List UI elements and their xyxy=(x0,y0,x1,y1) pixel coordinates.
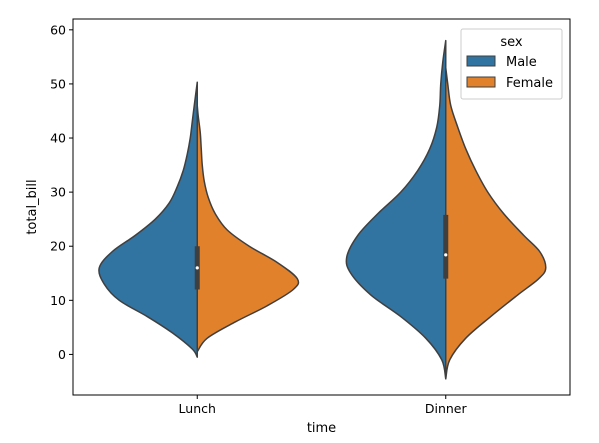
y-tick-label: 10 xyxy=(50,293,66,308)
violins-layer xyxy=(98,39,547,380)
legend: sex Male Female xyxy=(460,28,563,100)
y-tick-label: 40 xyxy=(50,131,66,146)
legend-title: sex xyxy=(500,35,523,50)
y-tick-label: 0 xyxy=(58,347,66,362)
violin-female-dinner xyxy=(445,66,547,380)
legend-swatch-female xyxy=(466,76,496,88)
y-tick-label: 30 xyxy=(50,185,66,200)
y-tick-label: 60 xyxy=(50,22,66,37)
violin-male-lunch xyxy=(98,81,198,358)
legend-swatch-male xyxy=(466,55,496,67)
y-tick-label: 20 xyxy=(50,239,66,254)
violin-male-dinner xyxy=(345,39,447,380)
legend-label-female: Female xyxy=(506,76,553,91)
violin-female-lunch xyxy=(196,104,300,353)
plot-frame xyxy=(72,18,571,396)
ticks-layer: 0 10 20 30 40 50 60 Lunch Dinner xyxy=(50,22,467,416)
x-tick-label-lunch: Lunch xyxy=(179,401,216,416)
y-axis-label: total_bill xyxy=(25,179,40,234)
y-tick-label: 50 xyxy=(50,76,66,91)
median-marker-dinner xyxy=(444,253,448,257)
inner-box-layer xyxy=(194,40,449,379)
median-marker-lunch xyxy=(195,266,199,270)
legend-label-male: Male xyxy=(506,55,537,70)
x-tick-label-dinner: Dinner xyxy=(425,401,468,416)
x-axis-label: time xyxy=(307,421,336,436)
